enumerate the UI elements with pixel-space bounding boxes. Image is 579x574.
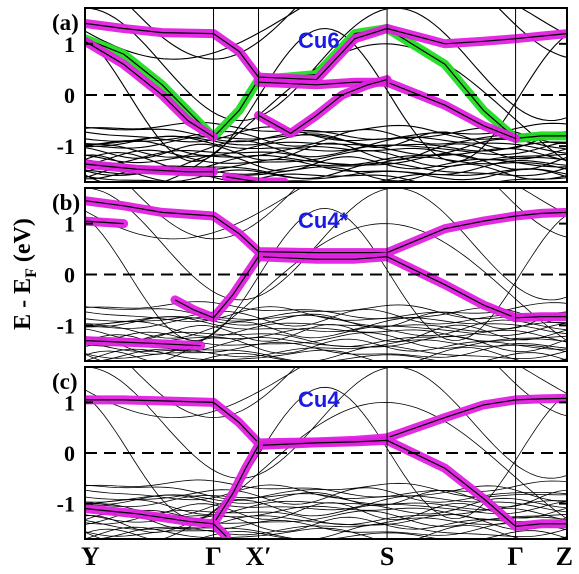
panel-1-plot-area: [85, 8, 567, 182]
panel-tag: (a): [52, 10, 79, 35]
panel-1: 1 0 -1 (a) Cu6: [52, 7, 568, 183]
x-tick-label: X′: [245, 542, 271, 571]
band-line: [85, 207, 567, 342]
band-line: [85, 517, 567, 536]
weighted-band-core-7: [226, 176, 285, 182]
y-tick-label: 0: [64, 441, 75, 466]
panel-tag: (b): [52, 190, 80, 215]
y-tick-label: -1: [57, 492, 75, 517]
band-line: [85, 324, 567, 342]
x-tick-label: Z: [556, 542, 573, 571]
weighted-band-core-5: [258, 79, 388, 135]
weighted-band-core-3: [212, 445, 260, 525]
band-line: [85, 512, 567, 531]
band-line: [85, 347, 567, 361]
weighted-band-core-2: [85, 22, 567, 81]
weighted-band-core-5: [85, 340, 201, 347]
band-line: [85, 487, 567, 505]
band-line: [85, 339, 567, 358]
band-line: [85, 188, 567, 240]
weighted-band-core-6: [85, 163, 214, 173]
band-line: [130, 188, 567, 240]
weighted-band-6: [85, 159, 218, 177]
band-line: [85, 151, 567, 171]
band-line: [85, 188, 567, 301]
y-tick-label: 1: [64, 212, 75, 237]
x-tick-label: S: [380, 542, 394, 571]
weighted-band-core-4: [85, 508, 227, 537]
band-line: [85, 321, 567, 339]
band-line: [85, 304, 567, 322]
band-line: [94, 345, 567, 361]
y-tick-label: 1: [64, 32, 75, 57]
y-axis-label: E - EF (eV): [10, 218, 40, 330]
panel-annotation: Cu4: [298, 387, 340, 412]
y-tick-label: -1: [57, 134, 75, 159]
weighted-band-core-2: [258, 439, 567, 528]
y-tick-label: 0: [64, 263, 75, 288]
band-line: [94, 523, 567, 539]
band-line: [85, 367, 567, 419]
weighted-band-core-2: [85, 220, 124, 225]
panel-3: 1 0 -1 (c) Cu4: [52, 366, 568, 540]
background-bands: [85, 8, 567, 182]
x-tick-label: Γ: [507, 542, 524, 571]
band-line: [85, 316, 567, 335]
band-line: [85, 149, 567, 168]
band-line: [85, 367, 567, 479]
band-line: [130, 8, 567, 60]
weighted-band-core-1: [85, 200, 567, 254]
y-tick-label: 0: [64, 83, 75, 108]
band-line: [85, 128, 567, 147]
band-line: [85, 308, 567, 327]
band-line: [85, 8, 567, 60]
panel-annotation: Cu4*: [298, 208, 349, 233]
band-line: [85, 484, 567, 502]
panel-3-plot-area: [85, 367, 567, 539]
y-tick-label: 1: [64, 390, 75, 415]
band-line: [85, 134, 567, 152]
band-line: [85, 27, 567, 163]
weighted-band-core-6: [515, 316, 567, 319]
band-line: [85, 525, 567, 539]
x-tick-label: Y: [81, 542, 100, 571]
x-tick-label: Γ: [205, 542, 222, 571]
panel-2: 1 0 -1 (b) Cu4*: [52, 187, 568, 362]
panel-annotation: Cu6: [298, 28, 340, 53]
panel-tag: (c): [52, 369, 78, 394]
band-line: [85, 8, 567, 122]
y-tick-label: -1: [57, 313, 75, 338]
band-line: [85, 124, 567, 143]
band-line: [85, 140, 567, 158]
